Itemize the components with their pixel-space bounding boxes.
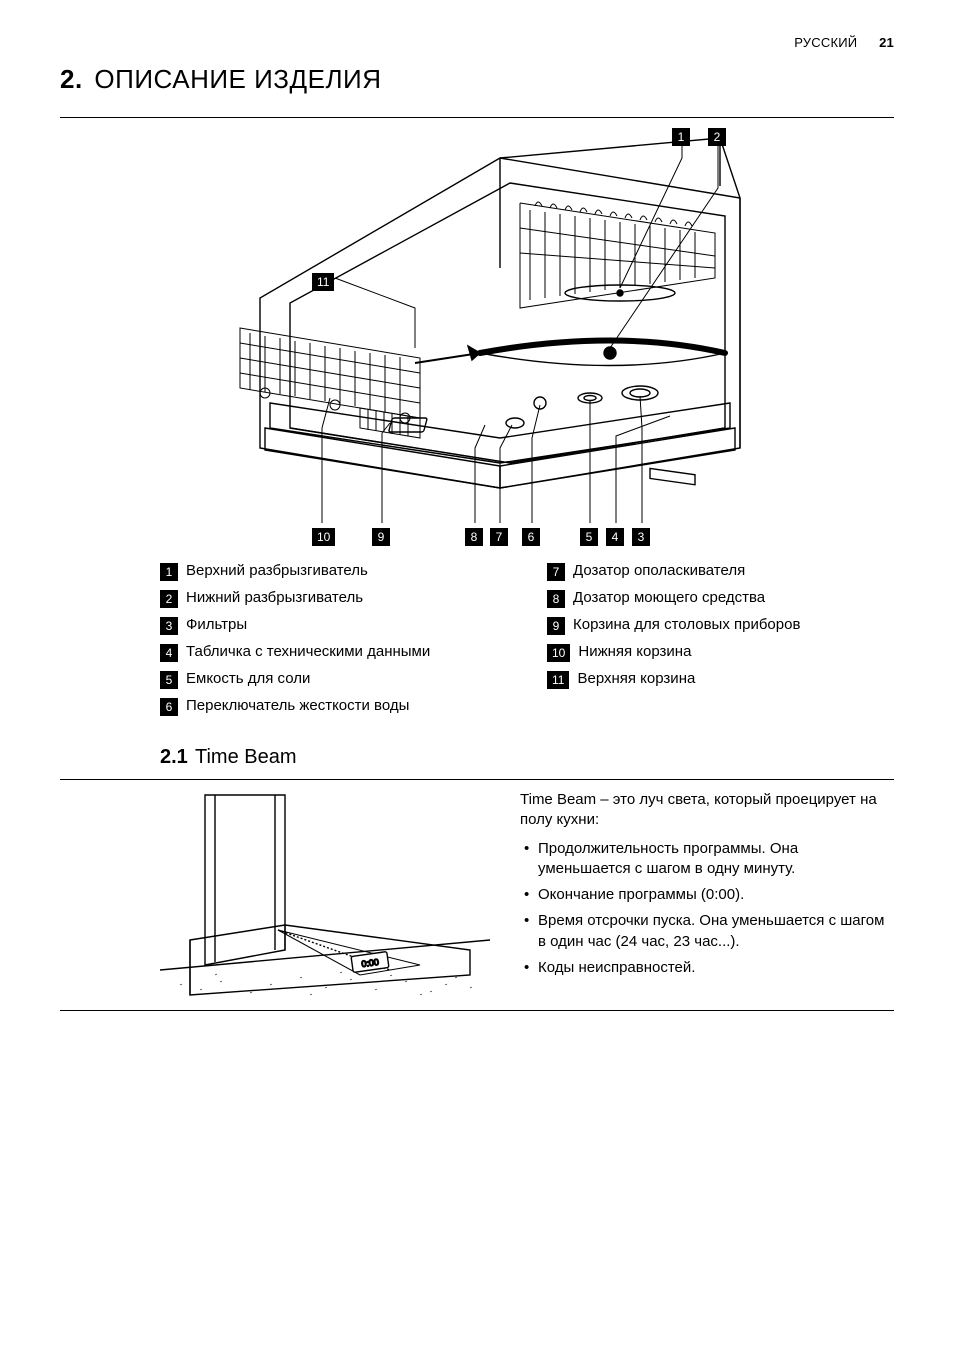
legend-item: 3 Фильтры bbox=[160, 616, 507, 635]
legend-item: 11 Верхняя корзина bbox=[547, 670, 894, 689]
callout-10: 10 bbox=[312, 528, 335, 546]
callout-5: 5 bbox=[580, 528, 598, 546]
legend-label: Дозатор моющего средства bbox=[573, 589, 765, 608]
legend-item: 10 Нижняя корзина bbox=[547, 643, 894, 662]
callout-7: 7 bbox=[490, 528, 508, 546]
callout-9: 9 bbox=[372, 528, 390, 546]
section-number: 2. bbox=[60, 64, 83, 94]
callout-6: 6 bbox=[522, 528, 540, 546]
timebeam-bullet: Окончание программы (0:00). bbox=[520, 885, 894, 905]
legend-num: 4 bbox=[160, 644, 178, 662]
legend-num: 11 bbox=[547, 671, 569, 689]
callout-4: 4 bbox=[606, 528, 624, 546]
legend-num: 3 bbox=[160, 617, 178, 635]
legend-label: Верхняя корзина bbox=[577, 670, 695, 689]
divider bbox=[60, 117, 894, 118]
divider bbox=[60, 1010, 894, 1011]
legend-item: 1 Верхний разбрызгиватель bbox=[160, 562, 507, 581]
timebeam-bullet-list: Продолжительность программы. Она уменьша… bbox=[520, 839, 894, 979]
product-diagram: 1 2 11 10 9 8 7 6 5 4 3 bbox=[60, 128, 894, 548]
legend-right-column: 7 Дозатор ополаскивателя 8 Дозатор моющего… bbox=[547, 562, 894, 724]
legend-num: 5 bbox=[160, 671, 178, 689]
legend-label: Дозатор ополаскивателя bbox=[573, 562, 745, 581]
timebeam-section: 0:00 Time Beam – это луч света, который … bbox=[60, 790, 894, 1000]
legend-item: 9 Корзина для столовых приборов bbox=[547, 616, 894, 635]
dishwasher-diagram-svg bbox=[220, 128, 780, 523]
legend-label: Нижняя корзина bbox=[578, 643, 691, 662]
timebeam-text: Time Beam – это луч света, который проец… bbox=[520, 790, 894, 984]
callout-8: 8 bbox=[465, 528, 483, 546]
callout-1: 1 bbox=[672, 128, 690, 146]
legend-item: 7 Дозатор ополаскивателя bbox=[547, 562, 894, 581]
legend-num: 10 bbox=[547, 644, 570, 662]
legend-label: Переключатель жесткости воды bbox=[186, 697, 409, 716]
callout-2: 2 bbox=[708, 128, 726, 146]
legend-num: 9 bbox=[547, 617, 565, 635]
divider bbox=[60, 779, 894, 780]
section-title: 2. ОПИСАНИЕ ИЗДЕЛИЯ bbox=[60, 64, 894, 95]
legend-item: 8 Дозатор моющего средства bbox=[547, 589, 894, 608]
legend-num: 8 bbox=[547, 590, 565, 608]
timebeam-illustration: 0:00 bbox=[160, 790, 490, 1000]
legend-item: 4 Табличка с техническими данными bbox=[160, 643, 507, 662]
legend-label: Емкость для соли bbox=[186, 670, 310, 689]
timebeam-intro: Time Beam – это луч света, который проец… bbox=[520, 790, 894, 831]
timebeam-bullet: Коды неисправностей. bbox=[520, 958, 894, 978]
legend-num: 6 bbox=[160, 698, 178, 716]
legend: 1 Верхний разбрызгиватель 2 Нижний разбрыз… bbox=[60, 556, 894, 742]
legend-label: Верхний разбрызгиватель bbox=[186, 562, 368, 581]
legend-label: Фильтры bbox=[186, 616, 247, 635]
page-number: 21 bbox=[879, 35, 894, 50]
callout-3: 3 bbox=[632, 528, 650, 546]
legend-num: 1 bbox=[160, 563, 178, 581]
timebeam-bullet: Продолжительность программы. Она уменьша… bbox=[520, 839, 894, 880]
legend-item: 5 Емкость для соли bbox=[160, 670, 507, 689]
callout-11: 11 bbox=[312, 273, 334, 291]
legend-label: Нижний разбрызгиватель bbox=[186, 589, 363, 608]
page-header: РУССКИЙ 21 bbox=[60, 35, 894, 50]
section-title-text: ОПИСАНИЕ ИЗДЕЛИЯ bbox=[94, 64, 381, 94]
legend-label: Табличка с техническими данными bbox=[186, 643, 430, 662]
language-label: РУССКИЙ bbox=[794, 35, 857, 50]
legend-left-column: 1 Верхний разбрызгиватель 2 Нижний разбрыз… bbox=[160, 562, 507, 724]
legend-item: 6 Переключатель жесткости воды bbox=[160, 697, 507, 716]
legend-label: Корзина для столовых приборов bbox=[573, 616, 800, 635]
subsection-number: 2.1 bbox=[160, 746, 188, 768]
subsection-title: 2.1 Time Beam bbox=[160, 746, 894, 769]
legend-num: 2 bbox=[160, 590, 178, 608]
subsection-title-text: Time Beam bbox=[195, 746, 297, 768]
timebeam-bullet: Время отсрочки пуска. Она уменьшается с … bbox=[520, 911, 894, 952]
legend-num: 7 bbox=[547, 563, 565, 581]
legend-item: 2 Нижний разбрызгиватель bbox=[160, 589, 507, 608]
